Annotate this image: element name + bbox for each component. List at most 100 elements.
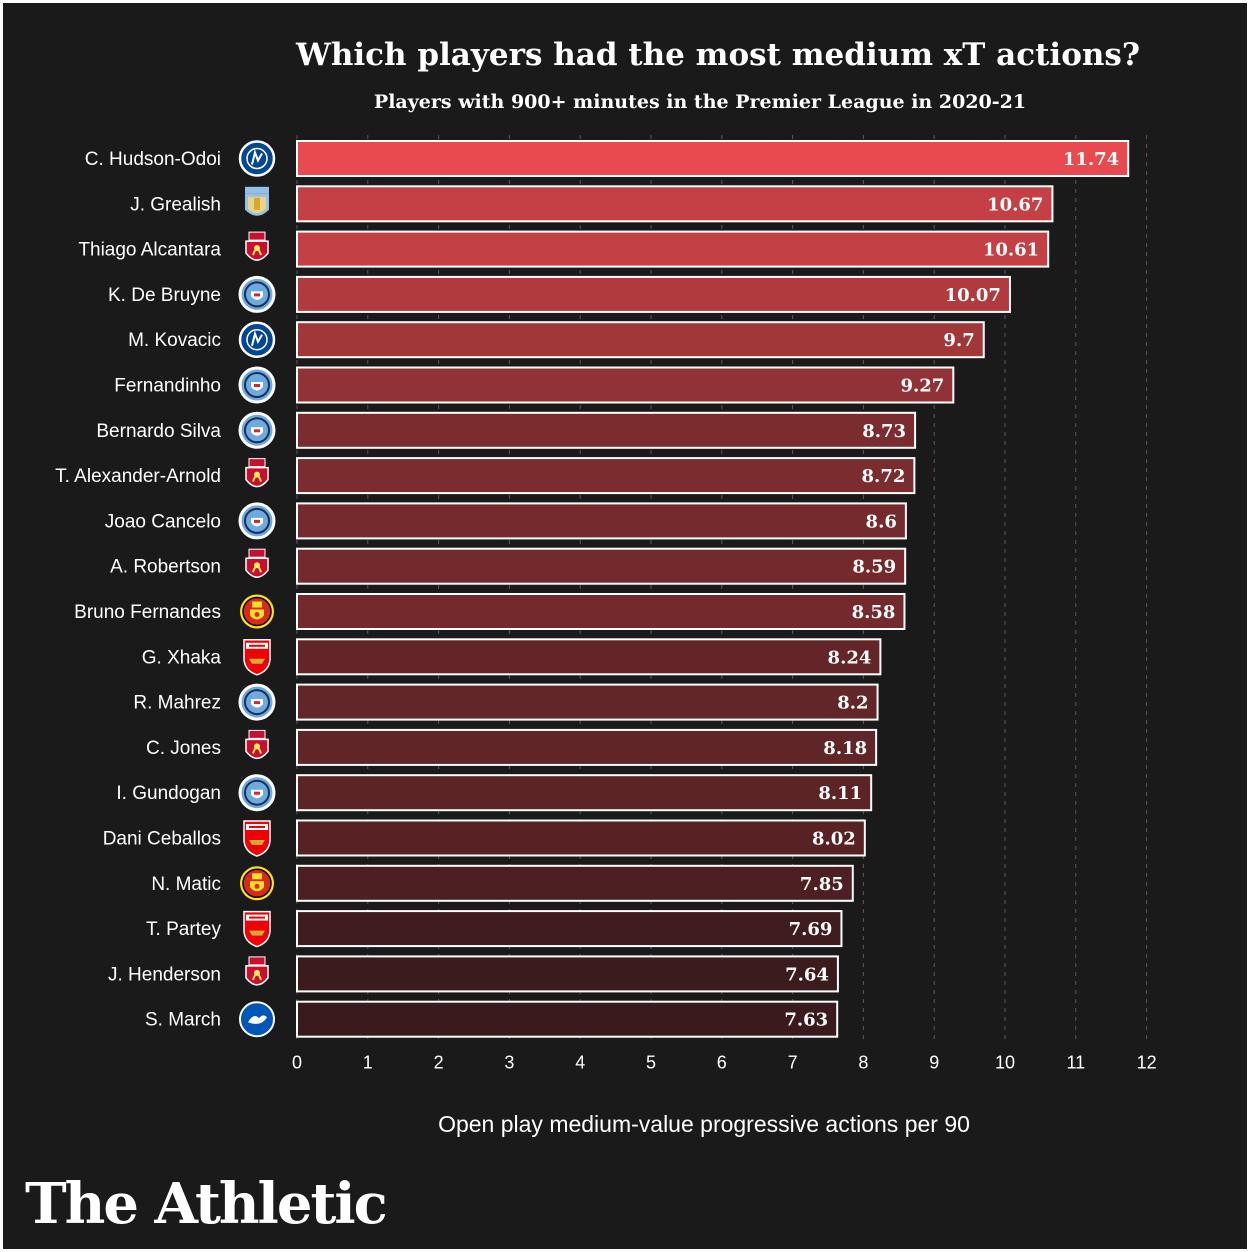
player-name-label: G. Xhaka: [142, 647, 222, 668]
x-axis: 0 1 2 3 4 5 6 7 8 9 10 11 12: [292, 1053, 1157, 1073]
bar-value-label: 9.7: [943, 330, 974, 351]
player-name-label: Bernardo Silva: [96, 421, 221, 442]
bar-value-label: 8.6: [866, 511, 897, 532]
bar-value-label: 7.85: [800, 874, 844, 895]
man-city-crest-icon: [238, 683, 276, 721]
bar-value-label: 8.02: [812, 829, 856, 850]
player-name-label: M. Kovacic: [128, 330, 221, 351]
x-tick-label: 4: [575, 1053, 585, 1073]
bar: [296, 547, 907, 585]
man-city-crest-icon: [238, 774, 276, 812]
player-name-label: Fernandinho: [114, 376, 221, 397]
player-name-label: R. Mahrez: [133, 693, 221, 714]
x-tick-label: 10: [995, 1053, 1015, 1073]
liverpool-crest-icon: [245, 458, 269, 488]
x-tick-label: 11: [1066, 1053, 1085, 1073]
bar-value-label: 8.11: [818, 783, 862, 804]
bar-value-label: 8.59: [852, 557, 896, 578]
brand-logo: The Athletic: [25, 1171, 388, 1237]
bar: [296, 230, 1050, 268]
man-united-crest-icon: [240, 866, 274, 901]
bar: [296, 864, 854, 902]
x-tick-label: 1: [363, 1053, 373, 1073]
player-name-label: C. Jones: [146, 738, 221, 759]
player-name-label: N. Matic: [151, 874, 221, 895]
player-name-label: I. Gundogan: [116, 783, 221, 804]
arsenal-crest-icon: [243, 639, 271, 676]
arsenal-crest-icon: [243, 820, 271, 857]
bar-value-label: 7.64: [785, 964, 829, 985]
bar: [296, 411, 917, 449]
player-name-label: S. March: [145, 1010, 221, 1031]
bar: [296, 140, 1130, 177]
bar: [296, 910, 843, 948]
liverpool-crest-icon: [245, 548, 269, 578]
liverpool-crest-icon: [245, 956, 269, 986]
chart-subtitle: Players with 900+ minutes in the Premier…: [373, 91, 1027, 113]
x-tick-label: 3: [504, 1053, 514, 1073]
bar-value-label: 11.74: [1063, 149, 1119, 170]
man-city-crest-icon: [238, 411, 276, 449]
x-tick-label: 6: [717, 1053, 727, 1073]
bar-value-label: 7.69: [789, 919, 833, 940]
bar-value-label: 8.2: [837, 693, 868, 714]
bar-value-label: 10.67: [987, 194, 1043, 215]
player-name-label: T. Alexander-Arnold: [55, 466, 221, 487]
player-name-label: C. Hudson-Odoi: [85, 149, 221, 170]
bar-value-label: 10.07: [945, 285, 1001, 306]
chelsea-crest-icon: [238, 321, 276, 358]
bars: 11.74 C. Hudson-Odoi 10.67 J. Grealish 10.61…: [55, 140, 1130, 1038]
man-city-crest-icon: [238, 275, 276, 313]
bar-chart: 11.74 C. Hudson-Odoi 10.67 J. Grealish 10.61…: [55, 135, 1157, 1073]
player-name-label: Dani Ceballos: [103, 829, 221, 850]
x-tick-label: 8: [858, 1053, 868, 1073]
player-name-label: J. Grealish: [130, 194, 221, 215]
x-tick-label: 2: [434, 1053, 444, 1073]
bar: [296, 955, 839, 993]
x-tick-label: 5: [646, 1053, 656, 1073]
bar: [296, 683, 879, 721]
chart-title: Which players had the most medium xT act…: [296, 37, 1141, 73]
bar: [296, 275, 1011, 313]
bar: [296, 819, 866, 857]
bar: [296, 593, 906, 630]
bar-value-label: 8.58: [852, 602, 896, 623]
bar-value-label: 8.24: [828, 647, 872, 668]
bar-value-label: 9.27: [900, 376, 944, 397]
aston-villa-crest-icon: [245, 186, 269, 216]
brighton-crest-icon: [239, 1001, 275, 1038]
bar-value-label: 8.72: [862, 466, 906, 487]
player-name-label: T. Partey: [146, 919, 221, 940]
bar: [296, 185, 1054, 223]
x-tick-label: 7: [788, 1053, 798, 1073]
bar-value-label: 7.63: [784, 1010, 828, 1031]
chart-background: Which players had the most medium xT act…: [3, 3, 1247, 1249]
player-name-label: A. Robertson: [110, 557, 221, 578]
player-name-label: Bruno Fernandes: [74, 602, 221, 623]
bar: [296, 457, 916, 495]
bar: [296, 321, 985, 359]
man-united-crest-icon: [240, 594, 274, 629]
bar: [296, 1000, 839, 1038]
x-axis-label: Open play medium-value progressive actio…: [438, 1111, 970, 1137]
bar: [296, 638, 882, 676]
player-name-label: J. Henderson: [108, 964, 221, 985]
bar: [296, 728, 878, 766]
bar: [296, 502, 907, 540]
x-tick-label: 9: [929, 1053, 939, 1073]
bar: [296, 366, 955, 404]
bar: [296, 774, 873, 812]
bar-value-label: 10.61: [983, 240, 1039, 261]
arsenal-crest-icon: [243, 910, 271, 948]
liverpool-crest-icon: [245, 231, 269, 261]
bar-value-label: 8.18: [823, 738, 867, 759]
man-city-crest-icon: [238, 502, 276, 540]
man-city-crest-icon: [238, 366, 276, 404]
player-name-label: K. De Bruyne: [108, 285, 221, 306]
bar-value-label: 8.73: [862, 421, 906, 442]
chelsea-crest-icon: [238, 140, 276, 177]
liverpool-crest-icon: [245, 729, 269, 760]
x-tick-label: 0: [292, 1053, 302, 1073]
player-name-label: Joao Cancelo: [105, 511, 221, 532]
player-name-label: Thiago Alcantara: [78, 240, 221, 261]
